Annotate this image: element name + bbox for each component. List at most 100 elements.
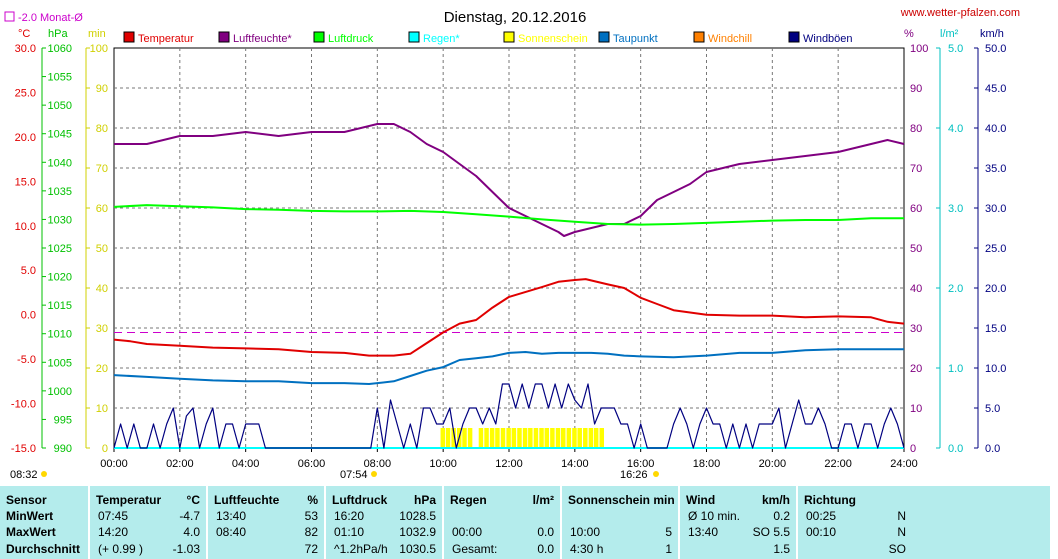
chart-grid [114, 48, 904, 448]
stats-time: 00:00 [452, 525, 483, 539]
rain-axis-tick-label: 5.0 [948, 43, 963, 55]
wind-axis-tick-label: 0.0 [985, 443, 1000, 455]
stats-value: 82 [304, 525, 318, 539]
legend-label: Windböen [803, 33, 853, 45]
x-tick-label: 06:00 [298, 458, 326, 470]
sunshine-axis-tick-label: 20 [96, 363, 108, 375]
stats-time: 4:30 h [570, 542, 604, 556]
sunshine-bar [517, 428, 522, 448]
wind-axis-tick-label: 25.0 [985, 243, 1006, 255]
stats-value: 1032.9 [399, 525, 436, 539]
legend-swatch [598, 31, 610, 43]
site-link[interactable]: www.wetter-pfalzen.com [900, 7, 1020, 19]
sunshine-bar [588, 428, 594, 448]
sunshine-axis-tick-label: 60 [96, 203, 108, 215]
sunshine-bar [462, 428, 467, 448]
stats-column: Sensor MinWert MaxWert Durchschnitt [0, 486, 88, 559]
temp-axis-tick-label: 10.0 [15, 221, 36, 233]
temp-axis-tick-label: -15.0 [11, 443, 36, 455]
monthly-avg-checkbox[interactable] [4, 11, 15, 22]
stats-value: SO 5.5 [752, 525, 790, 539]
stats-column: Wind km/h Ø 10 min. 0.2 13:40 SO 5.5 1.5 [678, 486, 796, 559]
rain-axis-tick-label: 4.0 [948, 123, 963, 135]
chart-axes: 30.0 25.0 20.0 15.0 10.0 5.0 0.0 -5.0 -10.0 -15.0… [11, 43, 1007, 470]
temp-axis-tick-label: 5.0 [21, 265, 36, 277]
unit-min: min [88, 28, 106, 40]
rain-axis-tick-label: 1.0 [948, 363, 963, 375]
stats-value: 0.2 [773, 509, 790, 523]
wind-axis-tick-label: 40.0 [985, 123, 1006, 135]
rain-axis-tick-label: 3.0 [948, 203, 963, 215]
pressure-axis-tick-label: 1050 [48, 100, 72, 112]
sunshine-bar [500, 428, 506, 448]
legend-swatch [313, 31, 325, 43]
legend-label: Taupunkt [613, 33, 658, 45]
unit-kmh: km/h [980, 28, 1004, 40]
legend-swatch [408, 31, 420, 43]
unit-celsius: °C [18, 28, 30, 40]
pressure-axis-tick-label: 1035 [48, 186, 72, 198]
solar-noon-icon [371, 471, 377, 477]
sunshine-bar [522, 428, 528, 448]
stats-column: Richtung 00:25 N 00:10 N SO [796, 486, 912, 559]
x-tick-label: 08:00 [364, 458, 392, 470]
unit-percent: % [904, 28, 914, 40]
wind-axis-tick-label: 5.0 [985, 403, 1000, 415]
wind-axis-tick-label: 10.0 [985, 363, 1006, 375]
sunshine-bar [599, 428, 605, 448]
humidity-axis-tick-label: 40 [910, 283, 922, 295]
stats-value: 5 [665, 525, 672, 539]
stats-time: 00:10 [806, 525, 837, 539]
x-tick-label: 02:00 [166, 458, 194, 470]
pressure-axis-tick-label: 990 [54, 443, 72, 455]
stats-column: Temperatur °C 07:45 -4.7 14:20 4.0 (+ 0.99 ) -1… [88, 486, 206, 559]
stats-time: 07:45 [98, 509, 129, 523]
sunrise-icon [41, 471, 47, 477]
sunshine-bar [489, 428, 495, 448]
stats-time: 01:10 [334, 525, 365, 539]
humidity-axis-tick-label: 60 [910, 203, 922, 215]
pressure-axis-tick-label: 1010 [48, 329, 72, 341]
stats-unit: km/h [761, 493, 790, 507]
wind-axis-tick-label: 20.0 [985, 283, 1006, 295]
sunshine-bar [478, 428, 484, 448]
sunshine-bar [506, 428, 511, 448]
pressure-axis-tick-label: 1055 [48, 72, 72, 84]
series-line-windböen [113, 383, 905, 449]
x-tick-label: 00:00 [100, 458, 128, 470]
sunshine-axis-tick-label: 50 [96, 243, 108, 255]
series-line-taupunkt [113, 348, 904, 385]
stats-unit: °C [186, 493, 200, 507]
stats-unit: hPa [413, 493, 436, 507]
stats-column: Sonnenschein min 10:00 5 4:30 h 1 [560, 486, 678, 559]
wind-axis-tick-label: 15.0 [985, 323, 1006, 335]
stats-value: -4.7 [179, 509, 200, 523]
stats-value: N [897, 509, 906, 523]
sunshine-bar [533, 428, 539, 448]
stats-header: Luftdruck [332, 493, 388, 507]
sunshine-bar [451, 428, 456, 448]
pressure-axis-tick-label: 1040 [48, 157, 72, 169]
temp-axis-tick-label: 20.0 [15, 132, 36, 144]
sunshine-axis-tick-label: 0 [102, 443, 108, 455]
stats-row-label: MinWert [6, 509, 54, 523]
stats-time: (+ 0.99 ) [98, 542, 144, 556]
x-tick-label: 14:00 [561, 458, 589, 470]
pressure-axis-tick-label: 995 [54, 414, 72, 426]
sunshine-axis-tick-label: 90 [96, 83, 108, 95]
chart-legend: Temperatur Luftfeuchte* Luftdruck Regen* Son… [123, 31, 853, 45]
legend-label: Temperatur [138, 33, 194, 45]
stats-time: 00:25 [806, 509, 837, 523]
stats-header: Wind [686, 493, 716, 507]
stats-row-label: Durchschnitt [6, 542, 81, 556]
legend-label: Luftdruck [328, 33, 374, 45]
unit-hpa: hPa [48, 28, 68, 40]
legend-label: Luftfeuchte* [233, 33, 292, 45]
stats-time: Gesamt: [452, 542, 498, 556]
stats-value: -1.03 [172, 542, 200, 556]
rain-axis-tick-label: 0.0 [948, 443, 963, 455]
humidity-axis-tick-label: 30 [910, 323, 922, 335]
pressure-axis-tick-label: 1045 [48, 129, 72, 141]
stats-value: 0.0 [537, 525, 554, 539]
x-tick-label: 16:00 [627, 458, 655, 470]
